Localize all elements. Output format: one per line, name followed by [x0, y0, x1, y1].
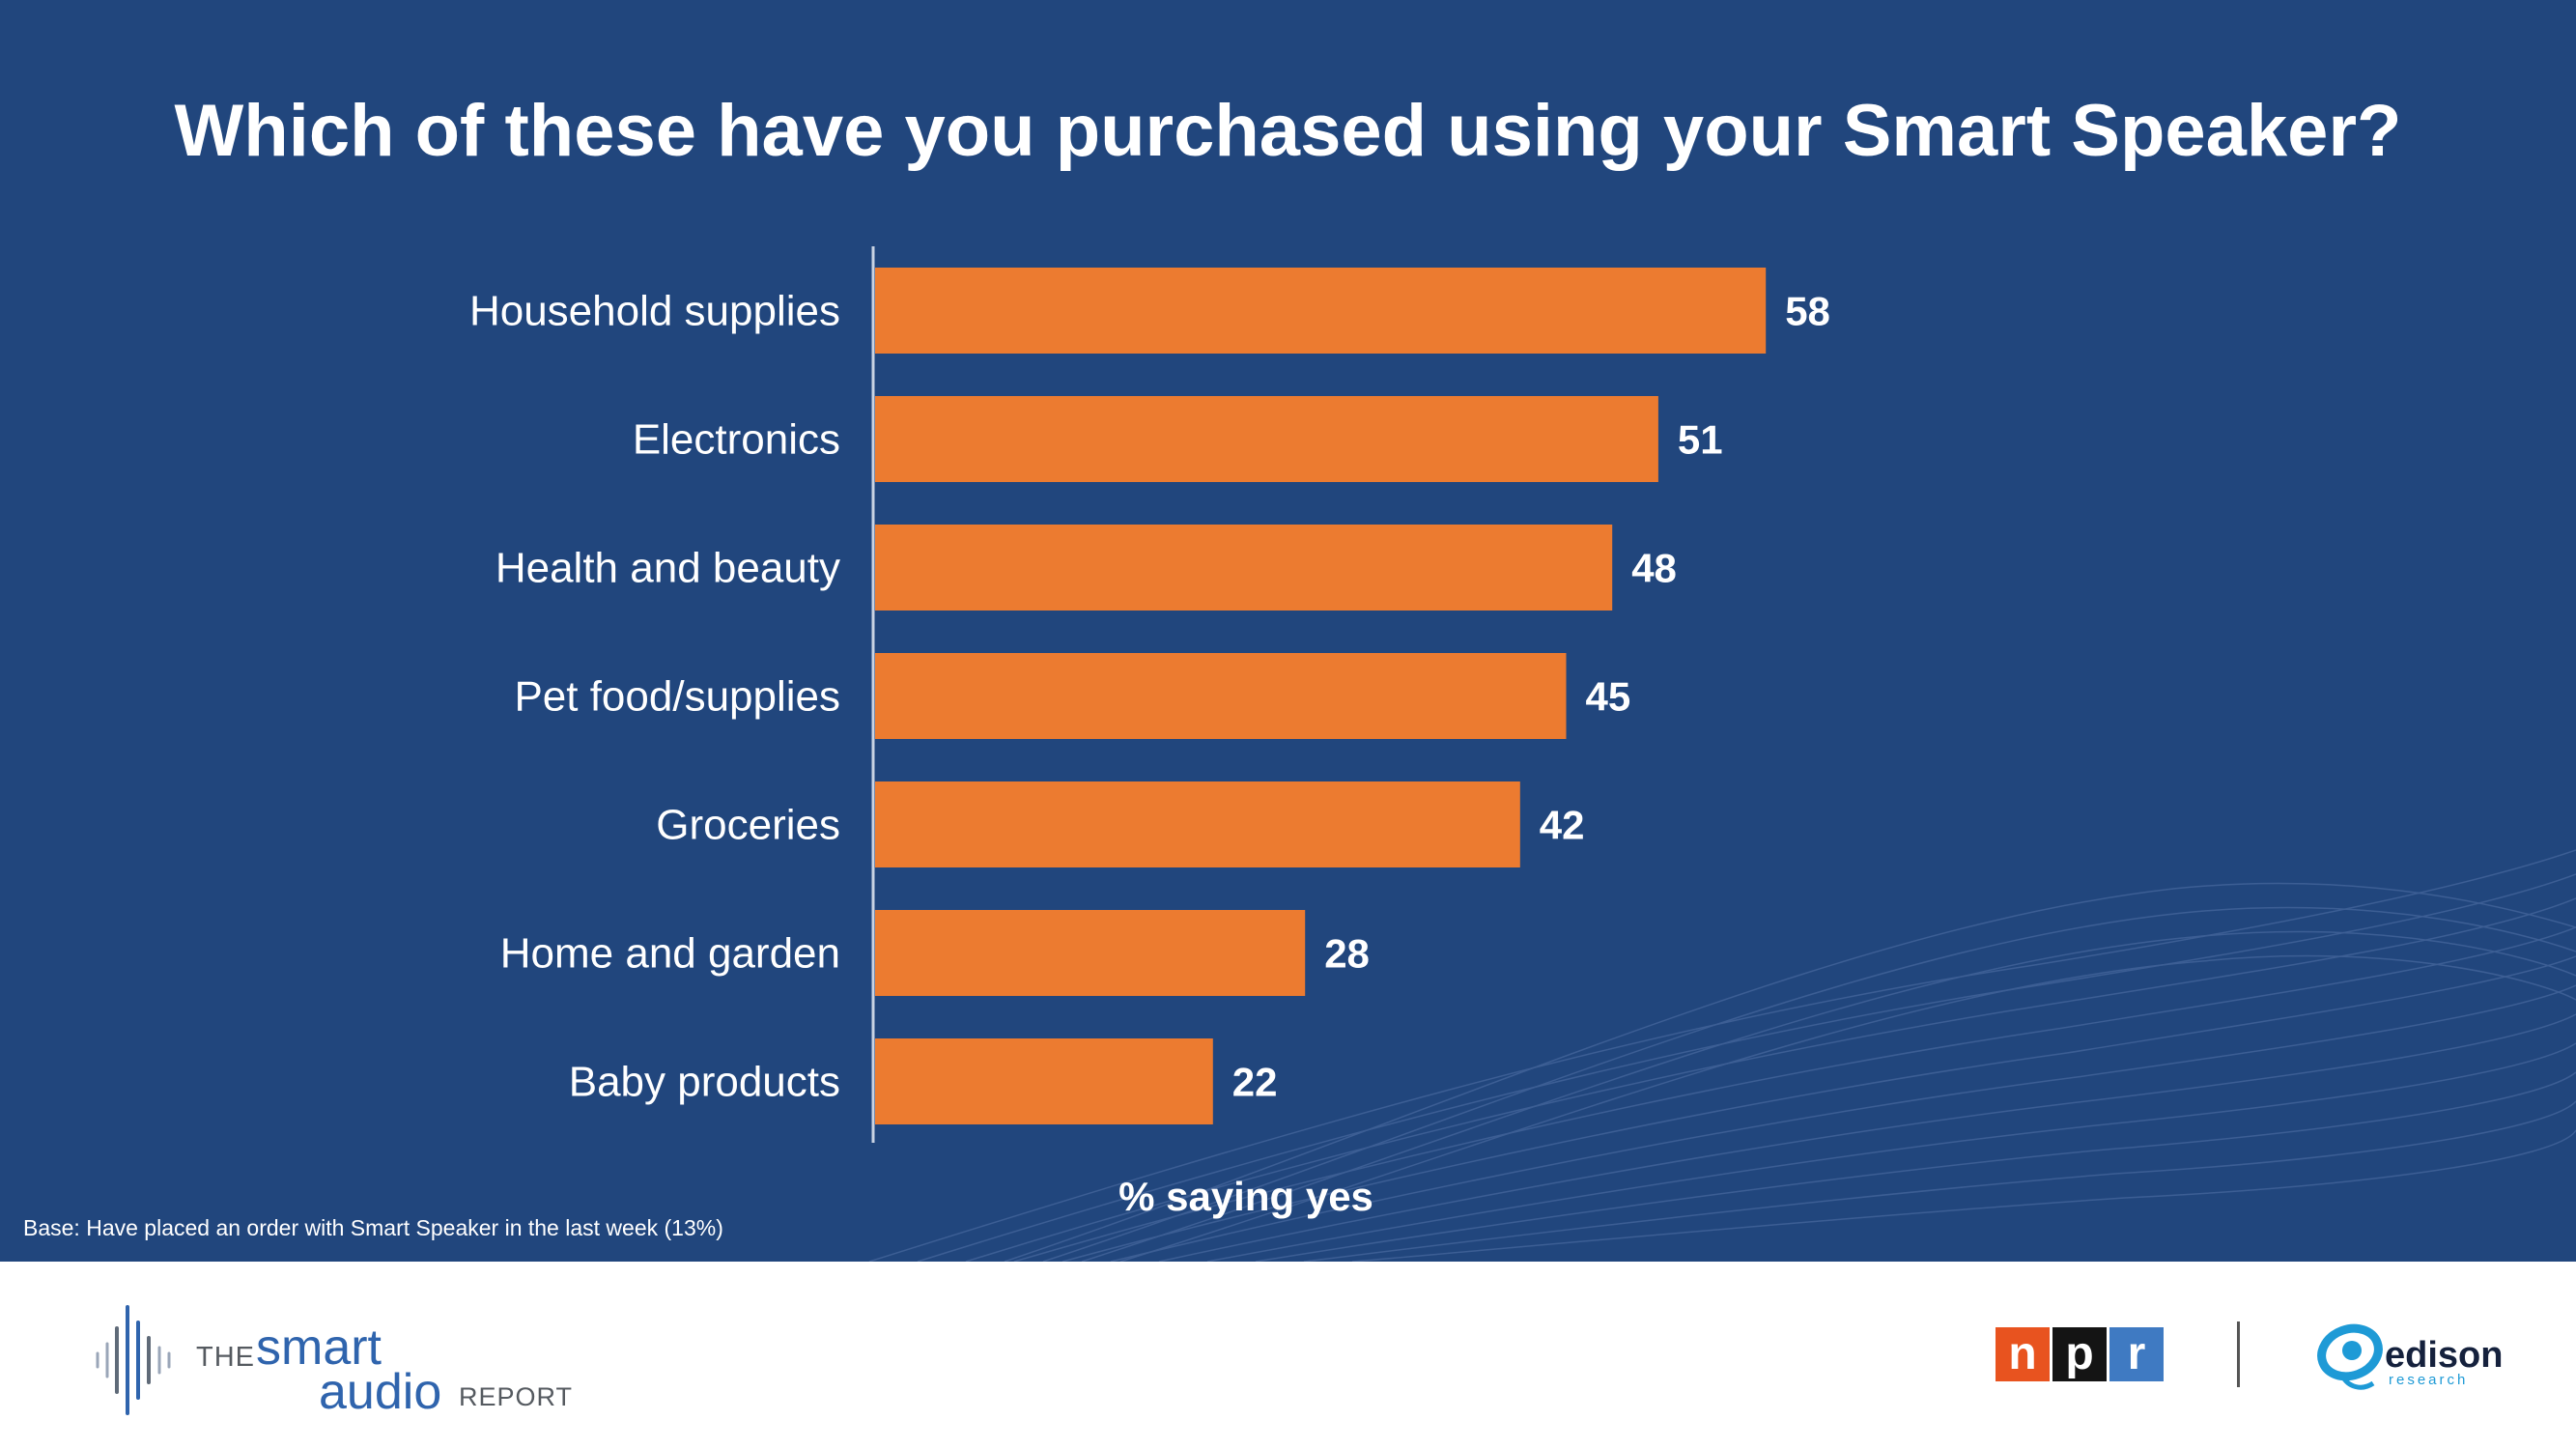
npr-letter-n: n	[1996, 1327, 2050, 1381]
bar	[875, 653, 1567, 739]
category-label: Pet food/supplies	[514, 673, 840, 721]
chart-slide: Which of these have you purchased using …	[0, 0, 2576, 1262]
edison-subtitle: research	[2389, 1372, 2469, 1388]
smart-audio-report-logo: THE smart audio REPORT	[92, 1299, 594, 1420]
category-label: Groceries	[656, 802, 840, 849]
data-label: 48	[1631, 546, 1677, 591]
logo-smart: smart	[256, 1320, 382, 1376]
soundwave-icon	[96, 1305, 171, 1415]
bar	[875, 910, 1306, 996]
logo-the: THE	[196, 1342, 255, 1373]
base-footnote: Base: Have placed an order with Smart Sp…	[23, 1215, 723, 1240]
edison-swirl-icon	[2317, 1323, 2383, 1390]
data-label: 58	[1785, 289, 1830, 334]
category-label: Household supplies	[469, 288, 840, 335]
edison-wordmark: edison	[2385, 1335, 2504, 1376]
data-label: 42	[1540, 803, 1585, 848]
category-label: Baby products	[569, 1059, 840, 1106]
category-label: Electronics	[633, 416, 840, 464]
npr-letter-r: r	[2109, 1327, 2164, 1381]
bar	[875, 396, 1658, 482]
data-label: 51	[1678, 417, 1723, 463]
bar	[875, 1038, 1213, 1124]
npr-letter-p: p	[2052, 1327, 2107, 1381]
data-label: 28	[1324, 931, 1370, 977]
x-axis-label: % saying yes	[1118, 1174, 1373, 1219]
data-label: 45	[1586, 674, 1631, 720]
category-label: Home and garden	[500, 930, 840, 978]
bar	[875, 268, 1767, 354]
npr-logo: n p r	[1996, 1327, 2166, 1381]
bar	[875, 525, 1613, 611]
category-label: Health and beauty	[495, 545, 840, 592]
decorative-wave-lines	[868, 849, 2576, 1262]
chart-title: Which of these have you purchased using …	[174, 90, 2402, 172]
data-label: 22	[1232, 1060, 1278, 1105]
bar-chart: Household supplies 58 Electronics 51 Health …	[469, 246, 1830, 1143]
logo-audio: audio	[319, 1364, 442, 1420]
bar	[875, 781, 1520, 867]
edison-research-logo: edison research	[2313, 1316, 2506, 1393]
logo-divider	[2237, 1321, 2240, 1387]
logo-report: REPORT	[459, 1382, 574, 1411]
